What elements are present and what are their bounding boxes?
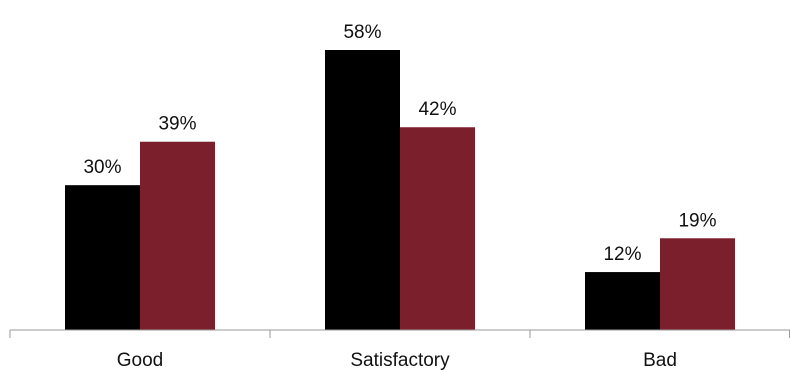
data-label-bad-series-1: 12% [603, 244, 641, 265]
bar-bad-series-2 [660, 238, 735, 330]
data-label-good-series-1: 30% [83, 157, 121, 178]
category-label-satisfactory: Satisfactory [350, 350, 450, 371]
bars-group [65, 50, 735, 330]
bar-good-series-1 [65, 185, 140, 330]
x-axis [9, 329, 790, 338]
data-label-good-series-2: 39% [158, 114, 196, 135]
bar-bad-series-1 [585, 272, 660, 330]
data-labels-group: 30% 39% 58% 42% 12% 19% [83, 22, 716, 265]
data-label-satisfactory-series-1: 58% [343, 22, 381, 43]
bar-satisfactory-series-2 [400, 127, 475, 330]
data-label-satisfactory-series-2: 42% [418, 99, 456, 120]
category-label-bad: Bad [643, 350, 677, 371]
category-labels-group: Good Satisfactory Bad [117, 350, 677, 371]
category-label-good: Good [117, 350, 163, 371]
bar-good-series-2 [140, 141, 215, 330]
data-label-bad-series-2: 19% [678, 210, 716, 231]
bar-satisfactory-series-1 [325, 50, 400, 330]
